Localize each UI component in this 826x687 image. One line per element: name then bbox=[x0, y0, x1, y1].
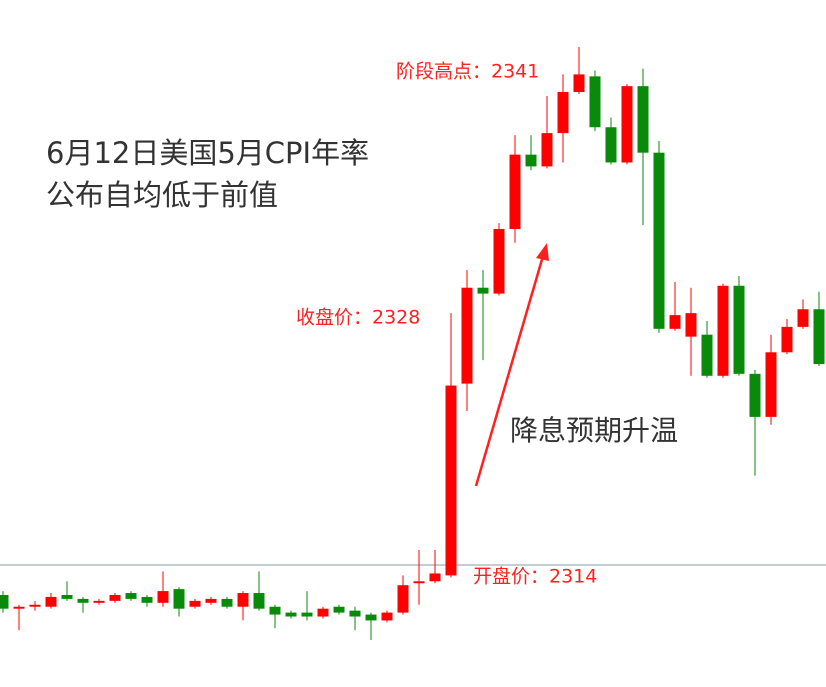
candle-body bbox=[493, 229, 505, 294]
candle-body bbox=[125, 593, 137, 599]
candle-body bbox=[685, 313, 697, 337]
candle-body bbox=[701, 334, 713, 376]
candle-body bbox=[589, 76, 601, 128]
candle-body bbox=[77, 598, 89, 603]
candle-body bbox=[445, 385, 457, 576]
candle-body bbox=[573, 74, 585, 93]
candle-body bbox=[157, 591, 169, 603]
candle-body bbox=[509, 154, 521, 230]
candle-body bbox=[749, 373, 761, 417]
candle-body bbox=[477, 287, 489, 294]
candle-body bbox=[109, 594, 121, 601]
candle-body bbox=[301, 612, 313, 617]
candle-body bbox=[797, 309, 809, 327]
candle-body bbox=[189, 600, 201, 607]
candle-body bbox=[525, 154, 537, 167]
candle-body bbox=[285, 612, 297, 617]
candle-body bbox=[637, 86, 649, 153]
candle-body bbox=[413, 581, 425, 584]
candle-body bbox=[765, 352, 777, 417]
candle-body bbox=[781, 326, 793, 353]
candle-body bbox=[653, 152, 665, 329]
candle-body bbox=[621, 86, 633, 163]
annotation: 收盘价：2328 bbox=[296, 307, 420, 329]
candle-body bbox=[541, 133, 553, 167]
candle-body bbox=[717, 285, 729, 376]
candle-body bbox=[29, 604, 41, 607]
trend-arrow-head bbox=[536, 243, 549, 261]
candle-body bbox=[269, 606, 281, 615]
candle-body bbox=[333, 606, 345, 613]
candle-body bbox=[45, 596, 57, 607]
annotation: 开盘价：2314 bbox=[473, 566, 597, 588]
candle-body bbox=[173, 589, 185, 609]
candle-body bbox=[733, 285, 745, 374]
candle-body bbox=[253, 593, 265, 609]
candle-body bbox=[429, 573, 441, 582]
trend-arrow bbox=[474, 255, 545, 487]
candle-body bbox=[349, 610, 361, 617]
candle-body bbox=[0, 594, 9, 609]
candle-body bbox=[13, 606, 25, 609]
annotation: 阶段高点：2341 bbox=[396, 61, 539, 83]
candle-body bbox=[221, 598, 233, 607]
candle-body bbox=[381, 612, 393, 621]
candle-body bbox=[141, 596, 153, 603]
annotation: 降息预期升温 bbox=[510, 414, 678, 447]
candle-body bbox=[317, 608, 329, 617]
candle-body bbox=[61, 594, 73, 599]
candle-body bbox=[237, 593, 249, 607]
candle-body bbox=[605, 127, 617, 163]
candle-body bbox=[397, 585, 409, 613]
candle-body bbox=[365, 614, 377, 621]
candle-body bbox=[93, 600, 105, 603]
candle-body bbox=[813, 309, 825, 365]
chart-title-line-1: 6月12日美国5月CPI年率 bbox=[46, 136, 369, 170]
candle-body bbox=[557, 92, 569, 134]
candle-body bbox=[669, 315, 681, 329]
candle-body bbox=[461, 287, 473, 384]
candle-body bbox=[205, 598, 217, 603]
chart-title-line-2: 公布自均低于前值 bbox=[46, 178, 278, 212]
